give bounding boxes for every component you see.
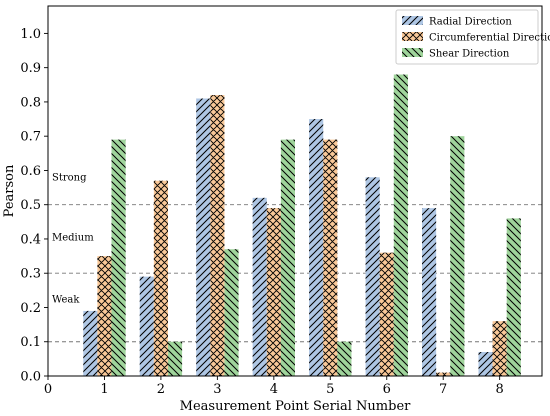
- bar: [83, 310, 98, 376]
- bar: [478, 352, 493, 376]
- y-tick-label: 1.0: [20, 27, 41, 42]
- bar: [337, 341, 352, 376]
- reference-label: Strong: [52, 173, 87, 184]
- y-tick-label: 0.4: [20, 232, 41, 247]
- bar: [111, 139, 126, 376]
- bar: [309, 119, 324, 377]
- legend-box: [395, 9, 539, 65]
- x-tick-label: 1: [100, 382, 108, 397]
- bar: [492, 321, 507, 376]
- x-tick-label: 7: [439, 382, 447, 397]
- plot-frame: [47, 5, 543, 377]
- y-tick-label: 0.1: [20, 335, 41, 350]
- bar: [506, 218, 521, 376]
- y-tick-label: 0.5: [20, 198, 41, 213]
- reference-labels: Strong Medium Weak: [52, 173, 94, 306]
- y-tick-label: 0.8: [20, 95, 41, 110]
- y-tick-label: 0.6: [20, 164, 41, 179]
- legend-item: Shear Direction: [402, 48, 510, 60]
- y-tick-label: 0.2: [20, 301, 41, 316]
- legend-label: Circumferential Direction: [429, 33, 550, 44]
- bar: [210, 95, 225, 377]
- reference-label: Weak: [52, 294, 80, 305]
- bar: [139, 276, 154, 376]
- x-tick-label: 0: [44, 382, 52, 397]
- bar: [422, 208, 437, 376]
- bar: [167, 341, 183, 376]
- legend-item: Circumferential Direction: [402, 32, 550, 44]
- x-tick-label: 2: [157, 382, 165, 397]
- bar: [323, 139, 338, 376]
- y-tick-label: 0.9: [20, 61, 41, 76]
- bar: [450, 136, 465, 376]
- x-axis-ticks: 0 1 2 3 4 5 6 7 8: [44, 376, 504, 397]
- bar: [365, 177, 380, 376]
- legend-label: Radial Direction: [429, 17, 512, 28]
- bar: [379, 252, 394, 376]
- bar: [280, 139, 295, 376]
- reference-label: Medium: [52, 233, 94, 244]
- bar: [196, 98, 211, 376]
- y-axis-ticks: 0.0 0.1 0.2 0.3 0.4 0.5 0.6 0.7 0.8 0.9 1.0: [20, 27, 48, 385]
- y-tick-label: 0.7: [20, 130, 41, 145]
- x-tick-label: 6: [383, 382, 391, 397]
- x-tick-label: 4: [270, 382, 278, 397]
- legend-label: Shear Direction: [429, 49, 510, 60]
- x-tick-label: 3: [213, 382, 221, 397]
- bar: [153, 180, 168, 376]
- x-tick-label: 8: [496, 382, 504, 397]
- bar: [252, 197, 267, 376]
- legend-item: Radial Direction: [402, 16, 512, 28]
- bar: [393, 74, 408, 376]
- y-axis-label: Pearson: [2, 164, 17, 217]
- y-tick-label: 0.0: [20, 370, 41, 385]
- x-tick-label: 5: [326, 382, 334, 397]
- bar: [97, 256, 112, 376]
- bar: [436, 372, 451, 376]
- bar: [224, 249, 239, 376]
- legend: Radial Direction Circumferential Directio…: [395, 9, 550, 65]
- y-tick-label: 0.3: [20, 267, 41, 282]
- x-axis-label: Measurement Point Serial Number: [180, 399, 411, 414]
- bars: [83, 74, 521, 377]
- bar: [266, 208, 281, 376]
